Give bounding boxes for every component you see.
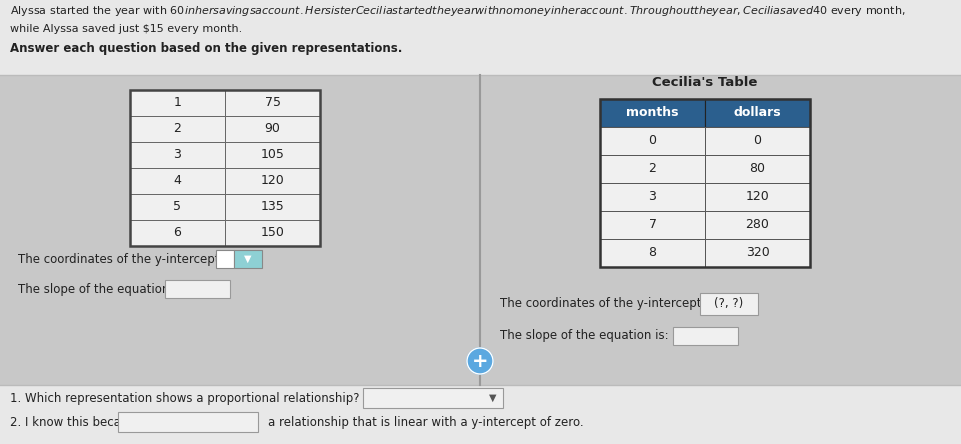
Bar — [600, 99, 705, 127]
Bar — [705, 99, 810, 127]
Text: 0: 0 — [649, 135, 656, 147]
Text: 80: 80 — [750, 163, 766, 175]
Bar — [225, 194, 320, 220]
Bar — [130, 142, 225, 168]
Bar — [225, 90, 320, 116]
Circle shape — [467, 348, 493, 374]
Text: Alyssa started the year with $60 in her savings account. Her sister Cecilia star: Alyssa started the year with $60 in her … — [10, 4, 905, 18]
Text: while Alyssa saved just $15 every month.: while Alyssa saved just $15 every month. — [10, 24, 242, 34]
Text: The coordinates of the y-intercept are:: The coordinates of the y-intercept are: — [18, 253, 247, 266]
Bar — [600, 211, 705, 239]
Text: 8: 8 — [649, 246, 656, 259]
Bar — [0, 385, 961, 444]
Text: 120: 120 — [260, 174, 284, 187]
Bar — [165, 280, 230, 298]
Text: 120: 120 — [746, 190, 770, 203]
Text: 2. I know this because: 2. I know this because — [10, 416, 142, 428]
Bar — [600, 239, 705, 267]
Bar — [0, 0, 961, 75]
Bar — [225, 116, 320, 142]
Text: The slope of the equation is:: The slope of the equation is: — [18, 282, 186, 296]
Text: 135: 135 — [260, 201, 284, 214]
Text: Cecilia's Table: Cecilia's Table — [653, 75, 757, 88]
Bar — [130, 116, 225, 142]
Bar — [0, 75, 961, 385]
Text: ▼: ▼ — [489, 393, 497, 403]
Bar — [600, 155, 705, 183]
Bar — [700, 293, 758, 315]
Bar — [363, 388, 503, 408]
Text: The coordinates of the y-intercept are:: The coordinates of the y-intercept are: — [500, 297, 728, 310]
Text: 6: 6 — [174, 226, 182, 239]
Bar — [130, 220, 225, 246]
Bar — [130, 168, 225, 194]
Text: 3: 3 — [649, 190, 656, 203]
Bar — [705, 239, 810, 267]
Bar — [600, 183, 705, 211]
Bar — [216, 250, 234, 268]
Bar — [705, 127, 810, 155]
Bar — [600, 127, 705, 155]
Bar — [130, 90, 320, 246]
Text: 75: 75 — [264, 96, 281, 110]
Text: 90: 90 — [264, 123, 281, 135]
Text: The slope of the equation is:: The slope of the equation is: — [500, 329, 669, 342]
Bar — [600, 99, 810, 267]
Text: 280: 280 — [746, 218, 770, 231]
Bar — [130, 194, 225, 220]
Bar — [225, 142, 320, 168]
Text: 2: 2 — [174, 123, 182, 135]
Text: ▼: ▼ — [244, 254, 252, 264]
Bar — [705, 183, 810, 211]
Bar — [225, 220, 320, 246]
Text: 0: 0 — [753, 135, 761, 147]
Text: (?, ?): (?, ?) — [714, 297, 744, 310]
Bar — [130, 90, 225, 116]
Text: 2: 2 — [649, 163, 656, 175]
Bar — [673, 327, 738, 345]
Bar — [225, 168, 320, 194]
Text: 4: 4 — [174, 174, 182, 187]
Text: Answer each question based on the given representations.: Answer each question based on the given … — [10, 43, 403, 56]
Text: months: months — [627, 107, 678, 119]
Text: 5: 5 — [174, 201, 182, 214]
Bar — [118, 412, 258, 432]
Bar — [705, 155, 810, 183]
Text: a relationship that is linear with a y-intercept of zero.: a relationship that is linear with a y-i… — [268, 416, 583, 428]
Bar — [234, 250, 262, 268]
Text: 105: 105 — [260, 148, 284, 162]
Text: 320: 320 — [746, 246, 770, 259]
Text: 1. Which representation shows a proportional relationship?: 1. Which representation shows a proporti… — [10, 392, 359, 404]
Text: 1: 1 — [174, 96, 182, 110]
Text: 150: 150 — [260, 226, 284, 239]
Text: 7: 7 — [649, 218, 656, 231]
Bar — [705, 211, 810, 239]
Text: +: + — [472, 352, 488, 370]
Text: dollars: dollars — [733, 107, 781, 119]
Text: 3: 3 — [174, 148, 182, 162]
